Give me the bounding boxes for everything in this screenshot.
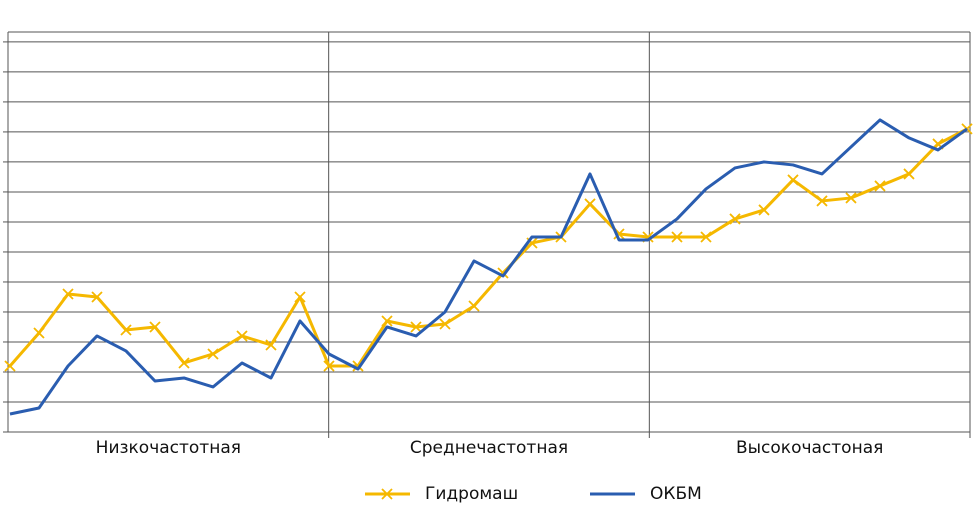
series-line: [9, 118, 968, 416]
point-marker: [120, 324, 132, 336]
point-marker: [787, 174, 799, 186]
x-group-label: Среднечастотная: [410, 438, 568, 458]
legend-label: ОКБМ: [650, 484, 702, 504]
point-marker: [323, 360, 335, 372]
point-marker: [671, 231, 683, 243]
point-marker: [236, 330, 248, 342]
point-marker: [62, 288, 74, 300]
point-marker: [874, 180, 886, 192]
point-marker: [903, 168, 915, 180]
series-line: [8, 127, 968, 368]
point-marker: [207, 348, 219, 360]
point-marker: [468, 300, 480, 312]
point-marker: [816, 195, 828, 207]
point-marker: [729, 213, 741, 225]
point-marker: [149, 321, 161, 333]
point-marker: [700, 231, 712, 243]
legend-marker: [381, 488, 393, 500]
point-marker: [410, 321, 422, 333]
x-group-label: Низкочастотная: [96, 438, 241, 458]
point-marker: [845, 192, 857, 204]
point-marker: [584, 198, 596, 210]
point-marker: [758, 204, 770, 216]
x-group-label: Высокочастоная: [736, 438, 883, 458]
legend-label: Гидромаш: [425, 484, 518, 504]
point-marker: [381, 315, 393, 327]
point-marker: [91, 291, 103, 303]
point-marker: [294, 291, 306, 303]
point-marker: [4, 360, 16, 372]
point-marker: [439, 318, 451, 330]
point-marker: [265, 339, 277, 351]
point-marker: [178, 357, 190, 369]
point-marker: [33, 327, 45, 339]
